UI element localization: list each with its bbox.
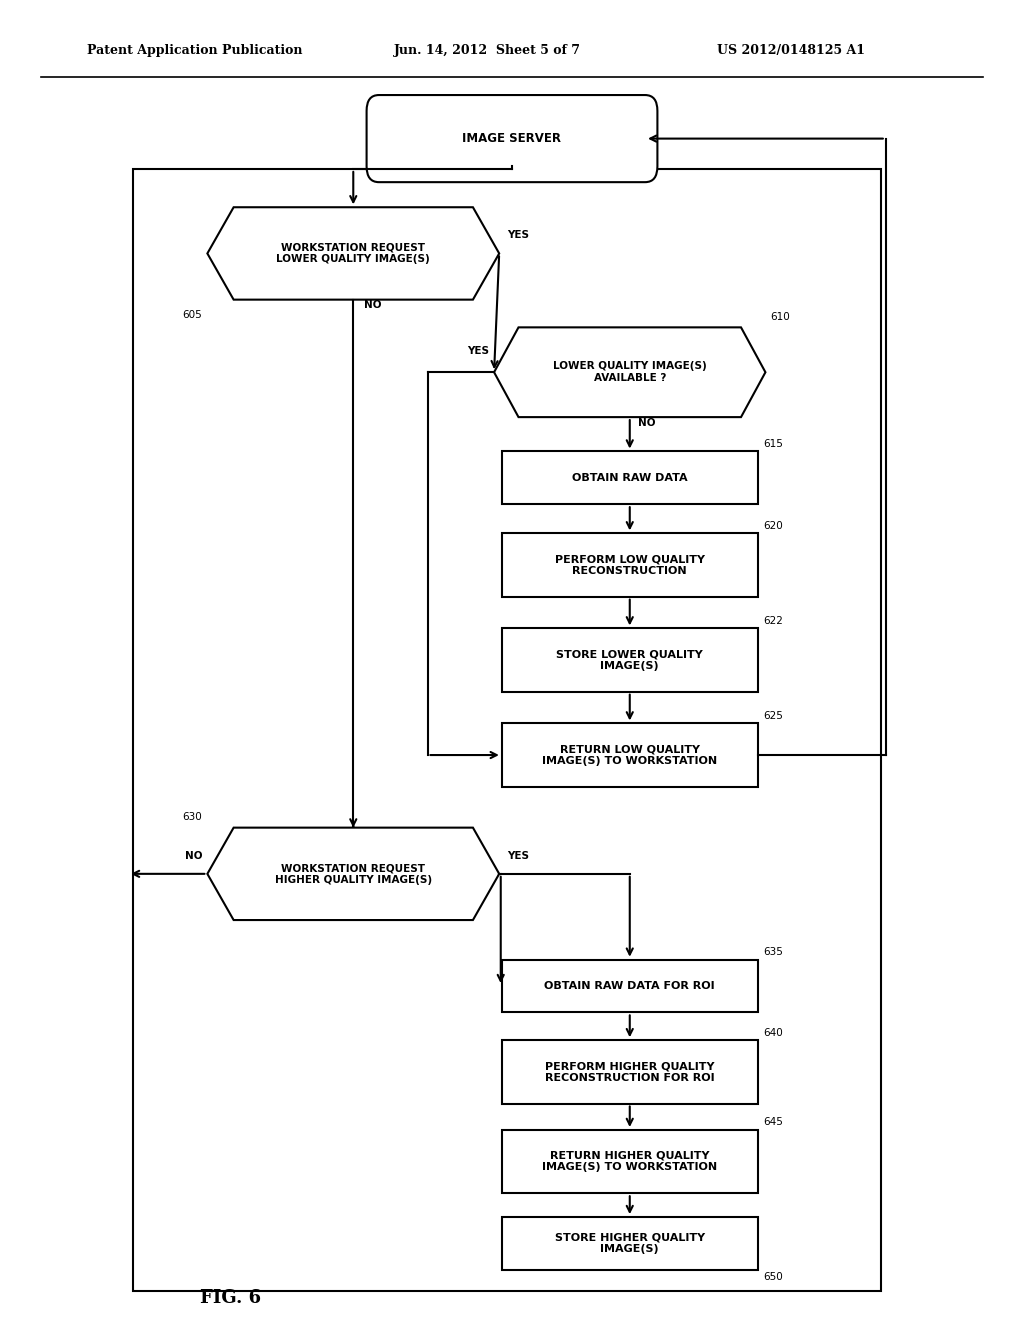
- Text: NO: NO: [184, 850, 202, 861]
- Text: OBTAIN RAW DATA FOR ROI: OBTAIN RAW DATA FOR ROI: [545, 981, 715, 991]
- FancyBboxPatch shape: [367, 95, 657, 182]
- Text: 622: 622: [763, 615, 782, 626]
- Text: 640: 640: [763, 1027, 782, 1038]
- Text: 645: 645: [763, 1117, 782, 1127]
- Text: NO: NO: [364, 300, 381, 310]
- Text: 650: 650: [763, 1272, 782, 1283]
- Text: 625: 625: [763, 710, 782, 721]
- Polygon shape: [494, 327, 766, 417]
- Text: LOWER QUALITY IMAGE(S)
AVAILABLE ?: LOWER QUALITY IMAGE(S) AVAILABLE ?: [553, 362, 707, 383]
- Text: STORE LOWER QUALITY
IMAGE(S): STORE LOWER QUALITY IMAGE(S): [556, 649, 703, 671]
- Text: 630: 630: [182, 812, 202, 822]
- Text: FIG. 6: FIG. 6: [200, 1288, 261, 1307]
- Text: PERFORM LOW QUALITY
RECONSTRUCTION: PERFORM LOW QUALITY RECONSTRUCTION: [555, 554, 705, 576]
- Text: 620: 620: [763, 520, 782, 531]
- Bar: [502, 533, 758, 597]
- Text: YES: YES: [507, 850, 529, 861]
- Text: RETURN HIGHER QUALITY
IMAGE(S) TO WORKSTATION: RETURN HIGHER QUALITY IMAGE(S) TO WORKST…: [542, 1151, 718, 1172]
- Bar: [502, 1217, 758, 1270]
- Text: Jun. 14, 2012  Sheet 5 of 7: Jun. 14, 2012 Sheet 5 of 7: [394, 44, 582, 57]
- Polygon shape: [207, 828, 499, 920]
- Text: PERFORM HIGHER QUALITY
RECONSTRUCTION FOR ROI: PERFORM HIGHER QUALITY RECONSTRUCTION FO…: [545, 1061, 715, 1082]
- Bar: [502, 1130, 758, 1193]
- Bar: [502, 960, 758, 1012]
- Bar: [502, 628, 758, 692]
- Text: WORKSTATION REQUEST
HIGHER QUALITY IMAGE(S): WORKSTATION REQUEST HIGHER QUALITY IMAGE…: [274, 863, 432, 884]
- Polygon shape: [207, 207, 499, 300]
- Bar: [502, 451, 758, 504]
- Text: STORE HIGHER QUALITY
IMAGE(S): STORE HIGHER QUALITY IMAGE(S): [555, 1233, 705, 1254]
- Text: 610: 610: [771, 312, 791, 322]
- Bar: [502, 723, 758, 787]
- Text: Patent Application Publication: Patent Application Publication: [87, 44, 302, 57]
- Text: US 2012/0148125 A1: US 2012/0148125 A1: [717, 44, 865, 57]
- Bar: [502, 1040, 758, 1104]
- Text: 635: 635: [763, 946, 782, 957]
- Text: YES: YES: [507, 230, 529, 240]
- Text: YES: YES: [467, 346, 489, 356]
- Bar: [133, 169, 881, 1291]
- Text: NO: NO: [638, 417, 655, 428]
- Text: 615: 615: [763, 438, 782, 449]
- Text: 605: 605: [182, 310, 202, 321]
- Text: WORKSTATION REQUEST
LOWER QUALITY IMAGE(S): WORKSTATION REQUEST LOWER QUALITY IMAGE(…: [276, 243, 430, 264]
- Text: IMAGE SERVER: IMAGE SERVER: [463, 132, 561, 145]
- Text: OBTAIN RAW DATA: OBTAIN RAW DATA: [572, 473, 687, 483]
- Text: RETURN LOW QUALITY
IMAGE(S) TO WORKSTATION: RETURN LOW QUALITY IMAGE(S) TO WORKSTATI…: [542, 744, 718, 766]
